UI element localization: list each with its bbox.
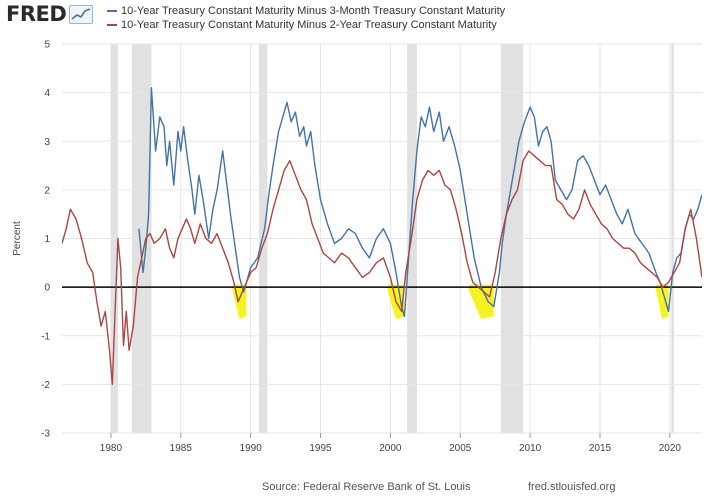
inversion-highlight-3 — [655, 284, 669, 320]
fred-logo[interactable]: FRED — [6, 2, 94, 26]
legend-item-2y[interactable]: 10-Year Treasury Constant Maturity Minus… — [107, 18, 505, 32]
legend-label-3m: 10-Year Treasury Constant Maturity Minus… — [121, 5, 506, 17]
legend-label-2y: 10-Year Treasury Constant Maturity Minus… — [121, 19, 497, 31]
x-tick-label: 2000 — [379, 443, 402, 454]
y-axis-label: Percent — [12, 221, 23, 256]
legend-swatch-2y — [107, 24, 117, 26]
y-tick-label: 4 — [44, 88, 50, 99]
x-tick-label: 1990 — [240, 443, 263, 454]
y-tick-label: 5 — [44, 40, 50, 51]
site-link[interactable]: fred.stlouisfed.org — [528, 481, 616, 493]
y-tick-label: 3 — [44, 137, 50, 148]
source-note: Source: Federal Reserve Bank of St. Loui… — [262, 481, 471, 493]
legend-item-3m[interactable]: 10-Year Treasury Constant Maturity Minus… — [107, 4, 505, 18]
y-tick-label: 0 — [44, 283, 50, 294]
x-tick-label: 2020 — [659, 443, 682, 454]
y-tick-label: 1 — [44, 234, 50, 245]
chart-line-icon — [69, 4, 94, 24]
x-tick-label: 1980 — [100, 443, 123, 454]
y-tick-label: -3 — [41, 429, 50, 440]
y-tick-label: -2 — [41, 380, 50, 391]
x-tick-label: 2010 — [519, 443, 542, 454]
y-tick-label: 2 — [44, 185, 50, 196]
series-line-1[interactable] — [62, 150, 702, 386]
fred-logo-text: FRED — [6, 2, 67, 26]
legend-swatch-3m — [107, 10, 117, 12]
x-tick-label: 1995 — [309, 443, 332, 454]
inversion-highlight-2 — [468, 284, 494, 320]
chart-legend: 10-Year Treasury Constant Maturity Minus… — [107, 4, 505, 32]
y-tick-label: -1 — [41, 331, 50, 342]
x-tick-label: 2015 — [589, 443, 612, 454]
x-tick-label: 1985 — [170, 443, 193, 454]
x-tick-label: 2005 — [449, 443, 472, 454]
